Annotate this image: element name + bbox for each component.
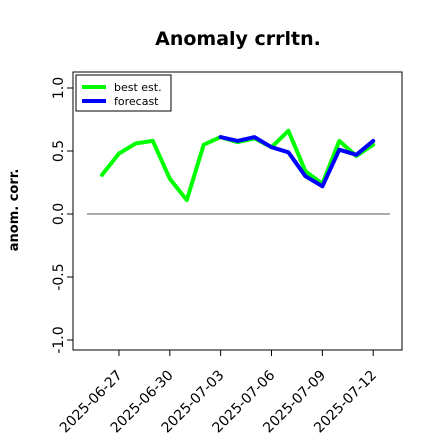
y-axis-ticks: -1.0 -0.5 0.0 0.5 1.0 — [51, 77, 73, 354]
y-tick-label: -1.0 — [51, 326, 67, 353]
y-axis-label: anom. corr. — [7, 169, 22, 252]
y-tick-label: 0.5 — [51, 140, 67, 162]
data-series — [100, 128, 376, 203]
x-axis-ticks: 2025-06-272025-06-302025-07-032025-07-06… — [57, 350, 380, 436]
legend: best est. forecast — [75, 74, 172, 112]
y-tick-label: 0.0 — [51, 203, 67, 225]
series-line-forecast — [218, 135, 376, 189]
legend-label-forecast: forecast — [114, 95, 159, 108]
legend-label-best-est: best est. — [114, 81, 162, 94]
chart-title: Anomaly crrltn. — [155, 28, 321, 50]
plot-frame — [72, 71, 403, 351]
y-tick-label: 1.0 — [51, 77, 67, 99]
y-tick-label: -0.5 — [51, 263, 67, 290]
legend-box — [75, 74, 172, 112]
